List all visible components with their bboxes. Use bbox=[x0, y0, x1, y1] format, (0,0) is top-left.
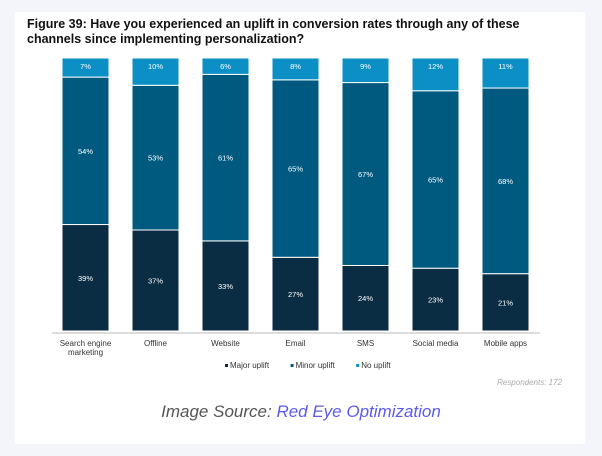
bar-segment bbox=[131, 57, 180, 86]
legend-swatch bbox=[290, 364, 294, 367]
bar-segment bbox=[411, 57, 460, 92]
category-label: Mobile apps bbox=[484, 339, 527, 348]
data-label: 37% bbox=[148, 276, 163, 285]
bar-segment bbox=[201, 73, 250, 242]
source-label: Image Source: bbox=[161, 402, 272, 421]
data-label: 12% bbox=[428, 62, 443, 71]
category-label: Email bbox=[285, 339, 305, 348]
data-label: 23% bbox=[428, 296, 443, 305]
bar-segment bbox=[341, 57, 390, 84]
data-label: 68% bbox=[498, 177, 513, 186]
bar-segment bbox=[271, 79, 320, 258]
data-label: 54% bbox=[78, 147, 93, 156]
category-label: Social media bbox=[413, 339, 459, 348]
data-label: 61% bbox=[218, 154, 233, 163]
legend-label: No uplift bbox=[361, 361, 391, 370]
category-label: Website bbox=[211, 339, 240, 348]
data-label: 33% bbox=[218, 282, 233, 291]
bar-segment bbox=[61, 57, 110, 78]
bar-segment bbox=[481, 87, 530, 275]
respondents-note: Respondents: 172 bbox=[497, 378, 562, 387]
bar-segment bbox=[411, 90, 460, 269]
category-label: Search engine bbox=[60, 339, 112, 348]
legend-label: Minor uplift bbox=[296, 361, 336, 370]
data-label: 21% bbox=[498, 298, 513, 307]
bar-segment bbox=[341, 264, 390, 332]
data-label: 6% bbox=[220, 62, 231, 71]
image-source: Image Source: Red Eye Optimization bbox=[0, 402, 602, 422]
legend-swatch bbox=[356, 364, 360, 367]
bar-segment bbox=[201, 57, 250, 75]
data-label: 65% bbox=[428, 175, 443, 184]
bar-segment bbox=[271, 256, 320, 332]
source-link[interactable]: Red Eye Optimization bbox=[276, 402, 441, 421]
data-label: 67% bbox=[358, 170, 373, 179]
bar-segment bbox=[61, 76, 110, 226]
data-label: 39% bbox=[78, 274, 93, 283]
data-label: 11% bbox=[498, 62, 513, 71]
bar-segment bbox=[341, 82, 390, 266]
data-label: 10% bbox=[148, 62, 163, 71]
bar-segment bbox=[481, 57, 530, 89]
data-label: 24% bbox=[358, 294, 373, 303]
data-label: 9% bbox=[360, 62, 371, 71]
legend-label: Major uplift bbox=[230, 361, 270, 370]
bar-segment bbox=[201, 240, 250, 332]
legend-swatch bbox=[225, 364, 228, 367]
category-label: SMS bbox=[357, 339, 374, 348]
category-label: marketing bbox=[68, 348, 103, 357]
bar-segment bbox=[271, 57, 320, 81]
category-label: Offline bbox=[144, 339, 168, 348]
data-label: 8% bbox=[290, 62, 301, 71]
data-label: 53% bbox=[148, 154, 163, 163]
data-label: 65% bbox=[288, 165, 303, 174]
chart-title: Figure 39: Have you experienced an uplif… bbox=[27, 17, 520, 46]
data-label: 27% bbox=[288, 290, 303, 299]
data-label: 7% bbox=[80, 62, 91, 71]
